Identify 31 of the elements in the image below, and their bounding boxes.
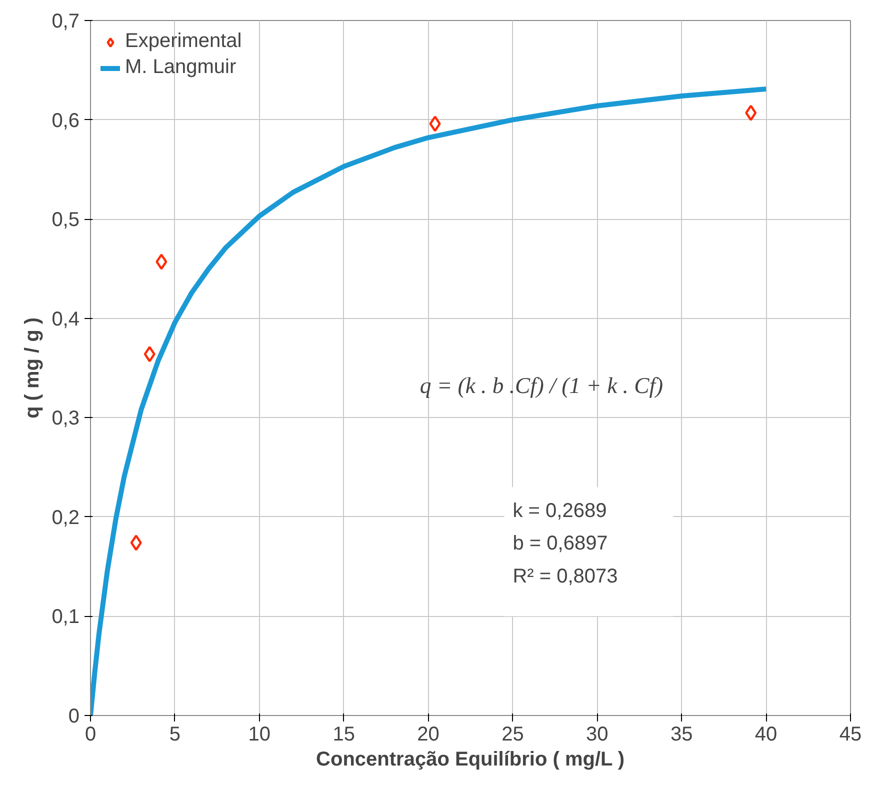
legend-label: Experimental bbox=[125, 30, 242, 53]
x-tick-label: 10 bbox=[248, 724, 271, 746]
x-tick-label: 15 bbox=[332, 724, 355, 746]
annotation: b = 0,6897 bbox=[512, 532, 608, 555]
x-tick-label: 30 bbox=[586, 724, 608, 746]
x-tick-label: 20 bbox=[417, 724, 440, 746]
x-tick-label: 40 bbox=[754, 724, 778, 746]
x-tick-label: 0 bbox=[84, 724, 96, 746]
x-tick-label: 5 bbox=[169, 724, 181, 746]
annotation: R² = 0,8073 bbox=[512, 565, 618, 588]
point bbox=[156, 254, 168, 270]
point bbox=[144, 346, 156, 362]
y-tick-label: 0,2 bbox=[52, 506, 80, 529]
y-tick-label: 0,7 bbox=[52, 10, 80, 32]
y-tick-label: 0,5 bbox=[52, 209, 80, 232]
x-tick-label: 35 bbox=[670, 724, 693, 746]
legend-label: M. Langmuir bbox=[125, 56, 236, 79]
annotation: q = (k . b .Cf) / (1 + k . Cf) bbox=[420, 372, 664, 398]
y-axis-title: q ( mg / g ) bbox=[22, 317, 44, 419]
x-axis-title: Concentração Equilíbrio ( mg/L ) bbox=[316, 748, 625, 770]
y-tick-label: 0,1 bbox=[52, 606, 80, 628]
point bbox=[745, 104, 757, 121]
x-tick-label: 45 bbox=[839, 724, 862, 746]
y-tick-label: 0,4 bbox=[52, 308, 80, 330]
point bbox=[130, 534, 142, 551]
annotation: k = 0,2689 bbox=[512, 500, 607, 522]
x-tick-label: 25 bbox=[502, 724, 524, 746]
y-tick-label: 0 bbox=[68, 706, 80, 728]
y-tick-label: 0,6 bbox=[52, 110, 80, 132]
point bbox=[429, 116, 441, 132]
y-tick-label: 0,3 bbox=[52, 408, 80, 430]
